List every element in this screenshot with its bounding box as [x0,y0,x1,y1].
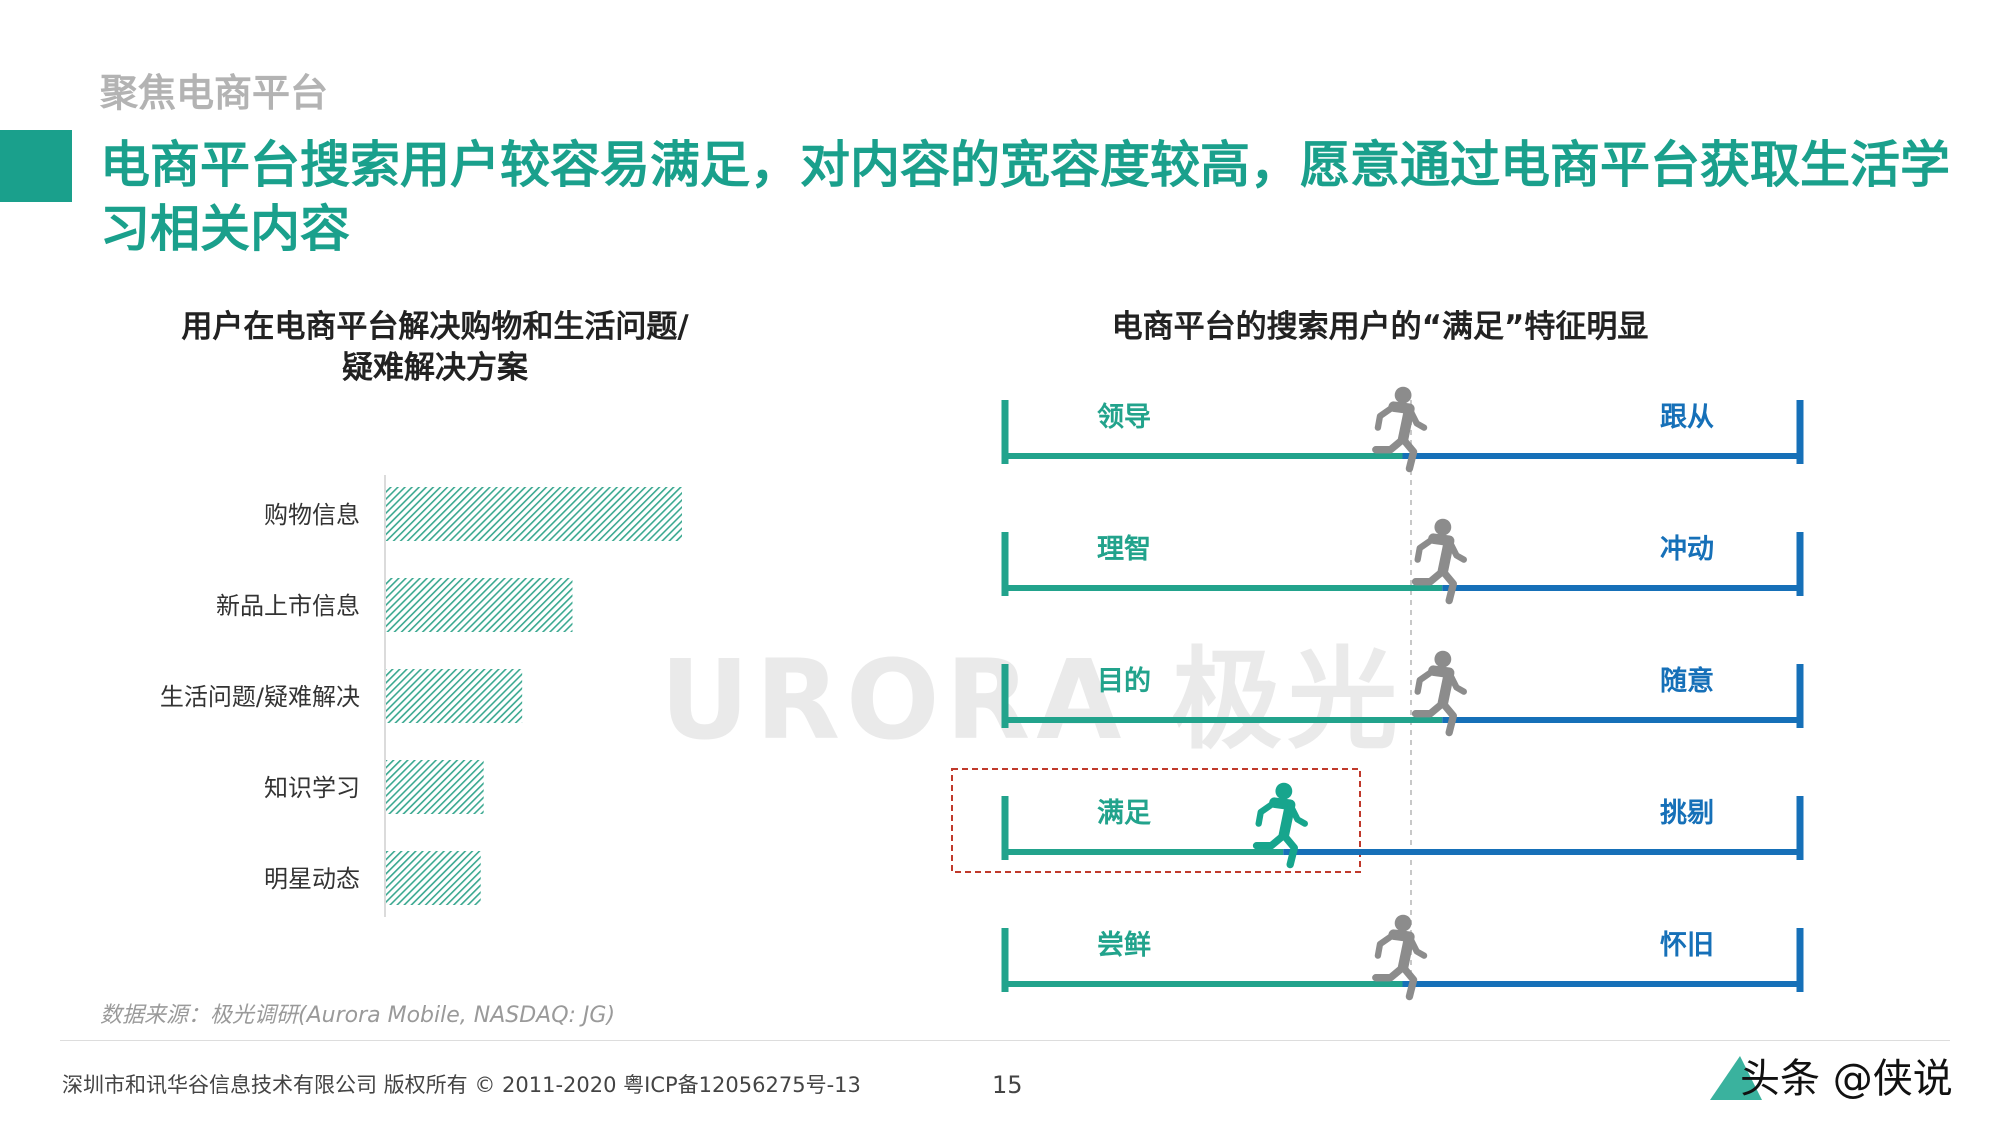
runner-icon [1252,782,1308,869]
category-label: 明星动态 [264,865,360,893]
brand-overlay-text: 头条 @侠说 [1740,1056,1953,1102]
scale-left-label: 尝鲜 [1097,930,1151,961]
category-label: 生活问题/疑难解决 [160,683,360,711]
brand-logo-icon [1710,1056,1762,1100]
category-label: 购物信息 [264,501,360,529]
runner-icon [1372,914,1428,1001]
brand-overlay: 头条 @侠说 [1710,1056,1953,1102]
runner-icon [1372,386,1428,473]
scale-right-label: 冲动 [1660,534,1714,565]
page-number: 15 [992,1071,1023,1099]
bar [386,851,481,905]
category-label: 新品上市信息 [216,592,360,620]
runner-icon [1411,518,1467,605]
footer-divider [60,1040,1950,1041]
bar [386,578,573,632]
scale-right-label: 随意 [1660,665,1714,697]
scale-right-label: 跟从 [1660,402,1714,433]
bar [386,760,484,814]
bar [386,487,682,541]
scale-left-label: 目的 [1097,665,1151,697]
scale-right-label: 挑剔 [1660,798,1714,829]
scale-left-label: 领导 [1097,402,1151,433]
title-accent-block [0,130,72,202]
bar-chart-title: 用户在电商平台解决购物和生活问题/ 疑难解决方案 [100,307,770,389]
bar-chart-title-line1: 用户在电商平台解决购物和生活问题/ [181,309,689,345]
scale-right-label: 怀旧 [1660,930,1714,961]
scale-row: 领导 跟从 [1001,386,1804,473]
scale-left-label: 理智 [1097,534,1151,565]
bar-chart-title-line2: 疑难解决方案 [342,350,528,386]
scale-row: 满足 挑剔 [951,768,1804,873]
category-label: 知识学习 [264,774,360,802]
footer-copyright: 深圳市和讯华谷信息技术有限公司 版权所有 © 2011-2020 粤ICP备12… [62,1073,861,1097]
bar [386,669,523,723]
highlight-box [951,768,1361,873]
scale-row: 尝鲜 怀旧 [1001,914,1804,1001]
scale-row: 目的 随意 [1001,650,1804,737]
section-label: 聚焦电商平台 [100,71,329,115]
page-headline: 电商平台搜索用户较容易满足，对内容的宽容度较高，愿意通过电商平台获取生活学习相关… [100,136,1950,258]
scale-left-label: 满足 [1097,798,1151,829]
watermark: URORA 极光 [660,636,1404,764]
runner-icon [1411,650,1467,737]
scale-chart-title: 电商平台的搜索用户的“满足”特征明显 [1111,309,1649,345]
scale-row: 理智 冲动 [1001,518,1804,605]
source-note: 数据来源：极光调研(Aurora Mobile, NASDAQ: JG) [100,1003,616,1028]
